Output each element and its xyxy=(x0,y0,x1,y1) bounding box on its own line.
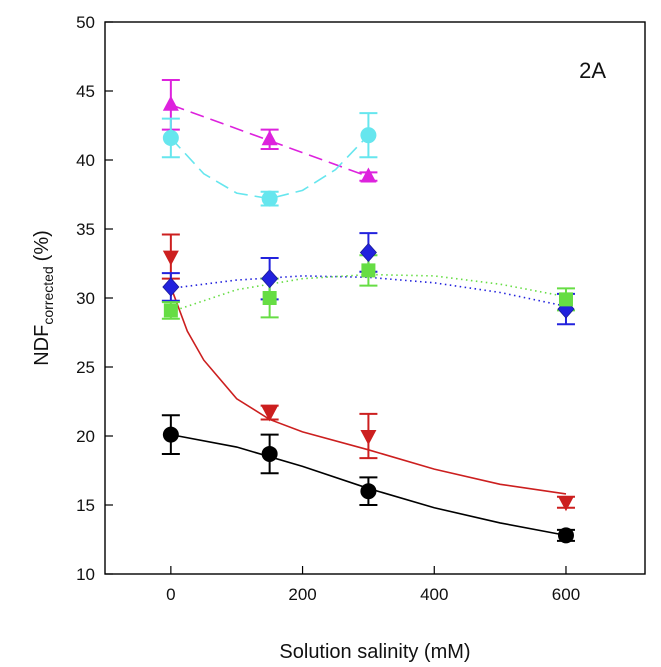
y-tick-label-4: 30 xyxy=(76,289,95,308)
x-axis-label: Solution salinity (mM) xyxy=(279,641,470,663)
y-tick-label-2: 20 xyxy=(76,427,95,446)
marker-3-1 xyxy=(262,291,277,305)
y-axis-label-main: NDF xyxy=(31,325,53,366)
marker-4-0 xyxy=(162,95,179,111)
marker-1-1 xyxy=(261,406,278,422)
data-markers xyxy=(162,95,575,544)
y-axis-label-sub: corrected xyxy=(40,266,56,324)
fit-line-5 xyxy=(170,134,369,200)
x-tick-label-0: 0 xyxy=(166,585,175,604)
panel-label: 2A xyxy=(579,58,606,83)
marker-5-1 xyxy=(261,190,278,207)
marker-3-0 xyxy=(163,303,178,318)
y-tick-label-7: 45 xyxy=(76,82,95,101)
x-tick-label-1: 200 xyxy=(288,585,316,604)
marker-3-3 xyxy=(558,292,573,307)
fit-line-2 xyxy=(170,275,567,308)
fit-line-1 xyxy=(170,286,567,495)
y-tick-label-6: 40 xyxy=(76,151,95,170)
marker-4-1 xyxy=(261,130,278,146)
x-tick-label-2: 400 xyxy=(420,585,448,604)
y-tick-label-0: 10 xyxy=(76,565,95,584)
marker-1-0 xyxy=(162,250,179,266)
y-axis-label-unit: (%) xyxy=(31,230,53,261)
marker-0-1 xyxy=(261,445,278,462)
marker-0-0 xyxy=(162,426,179,443)
marker-2-0 xyxy=(162,277,180,297)
y-axis-label: NDFcorrected (%) xyxy=(31,230,56,366)
marker-5-2 xyxy=(360,127,377,144)
y-tick-label-5: 35 xyxy=(76,220,95,239)
marker-2-2 xyxy=(359,242,377,263)
marker-3-2 xyxy=(361,263,376,278)
error-bars xyxy=(161,78,575,542)
marker-0-2 xyxy=(360,483,377,500)
y-tick-label-1: 15 xyxy=(76,496,95,515)
marker-1-2 xyxy=(360,430,377,445)
x-tick-label-3: 600 xyxy=(552,585,580,604)
y-tick-label-8: 50 xyxy=(76,13,95,32)
marker-4-2 xyxy=(360,167,377,183)
marker-2-1 xyxy=(261,269,279,289)
marker-5-0 xyxy=(162,129,179,146)
marker-0-3 xyxy=(557,527,574,544)
axis-ticks: 0 200 400 600 10 15 20 25 30 35 40 45 50 xyxy=(76,13,580,604)
y-tick-label-3: 25 xyxy=(76,358,95,377)
marker-1-3 xyxy=(557,496,574,512)
